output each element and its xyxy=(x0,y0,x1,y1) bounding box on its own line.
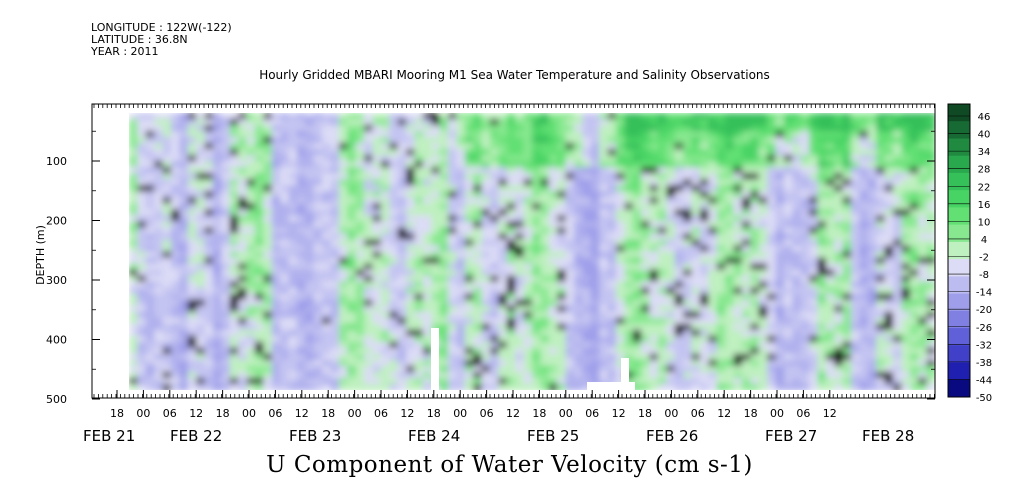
x-tick-label: 00 xyxy=(348,407,362,420)
x-tick-label: 18 xyxy=(321,407,335,420)
colorbar-swatch xyxy=(948,379,970,398)
y-tick-label: 100 xyxy=(46,155,67,168)
latitude-text: LATITUDE : 36.8N xyxy=(91,33,188,46)
colorbar-swatch xyxy=(948,276,970,295)
colorbar-swatch xyxy=(948,138,970,157)
x-day-label: FEB 28 xyxy=(862,427,914,445)
colorbar-swatch xyxy=(948,310,970,329)
colorbar-swatch xyxy=(948,121,970,139)
chart-title: Hourly Gridded MBARI Mooring M1 Sea Wate… xyxy=(259,68,770,82)
x-tick-label: 18 xyxy=(216,407,230,420)
x-tick-label: 00 xyxy=(453,407,467,420)
x-day-label: FEB 24 xyxy=(408,427,460,445)
x-tick-label: 18 xyxy=(638,407,652,420)
y-tick-label: 400 xyxy=(46,334,67,347)
x-tick-label: 12 xyxy=(717,407,731,420)
x-tick-label: 12 xyxy=(506,407,520,420)
x-tick-label: 06 xyxy=(691,407,705,420)
colorbar-swatch xyxy=(948,362,970,381)
colorbar-label: -26 xyxy=(976,323,992,334)
missing-data-gap xyxy=(621,358,629,390)
x-tick-label: 00 xyxy=(770,407,784,420)
missing-data-gap xyxy=(431,328,439,390)
x-tick-label: 12 xyxy=(295,407,309,420)
x-day-label: FEB 27 xyxy=(765,427,817,445)
colorbar-label: -8 xyxy=(979,270,989,281)
x-tick-label: 18 xyxy=(427,407,441,420)
colorbar-swatch xyxy=(948,104,970,122)
colorbar-label: 34 xyxy=(978,147,991,158)
station-metadata: LONGITUDE : 122W(-122) LATITUDE : 36.8N … xyxy=(91,22,232,58)
year-text: YEAR : 2011 xyxy=(91,45,159,58)
x-tick-label: 06 xyxy=(374,407,388,420)
colorbar-swatch xyxy=(948,155,970,174)
y-tick-label: 300 xyxy=(46,274,67,287)
colorbar-swatch xyxy=(948,328,970,346)
x-tick-label: 06 xyxy=(480,407,494,420)
x-tick-label: 12 xyxy=(189,407,203,420)
colorbar-label: 40 xyxy=(978,130,991,141)
y-tick-label: 200 xyxy=(46,215,67,228)
colorbar-swatch xyxy=(948,293,970,312)
x-day-label: FEB 25 xyxy=(527,427,579,445)
colorbar-label: -38 xyxy=(976,358,992,369)
colorbar-label: -2 xyxy=(979,253,989,264)
missing-data-gap xyxy=(587,382,635,390)
colorbar-swatch xyxy=(948,224,970,243)
x-tick-label: 00 xyxy=(664,407,678,420)
colorbar-label: 28 xyxy=(978,165,991,176)
x-tick-label: 12 xyxy=(400,407,414,420)
colorbar-swatch xyxy=(948,207,970,226)
longitude-text: LONGITUDE : 122W(-122) xyxy=(91,21,232,34)
variable-label: U Component of Water Velocity (cm s-1) xyxy=(266,452,753,478)
x-tick-label: 12 xyxy=(823,407,837,420)
x-tick-label: 00 xyxy=(559,407,573,420)
x-tick-label: 12 xyxy=(612,407,626,420)
x-tick-label: 00 xyxy=(136,407,150,420)
x-tick-label: 18 xyxy=(110,407,124,420)
x-tick-label: 18 xyxy=(744,407,758,420)
colorbar-label: -44 xyxy=(976,375,992,386)
x-day-label: FEB 23 xyxy=(289,427,341,445)
colorbar-label: -50 xyxy=(976,393,992,404)
x-tick-label: 18 xyxy=(532,407,546,420)
colorbar-swatch xyxy=(948,259,970,277)
colorbar-label: 22 xyxy=(978,182,991,193)
x-day-label: FEB 22 xyxy=(170,427,222,445)
colorbar-label: 16 xyxy=(978,200,991,211)
colorbar-label: 10 xyxy=(978,217,991,228)
colorbar-label: -20 xyxy=(976,305,992,316)
colorbar-swatch xyxy=(948,345,970,363)
colorbar-label: 46 xyxy=(978,112,991,123)
colorbar-label: -32 xyxy=(976,340,992,351)
x-tick-label: 06 xyxy=(796,407,810,420)
colorbar-label: 4 xyxy=(981,235,987,246)
y-tick-label: 500 xyxy=(46,393,67,406)
x-tick-label: 06 xyxy=(268,407,282,420)
x-day-label: FEB 26 xyxy=(646,427,698,445)
y-axis-label: DEPTH (m) xyxy=(34,225,47,285)
colorbar-swatch xyxy=(948,172,970,191)
colorbar-swatch xyxy=(948,190,970,208)
x-tick-label: 06 xyxy=(163,407,177,420)
x-tick-label: 06 xyxy=(585,407,599,420)
velocity-field xyxy=(129,113,935,390)
colorbar-label: -14 xyxy=(976,288,992,299)
x-tick-label: 00 xyxy=(242,407,256,420)
x-day-label: FEB 21 xyxy=(83,427,135,445)
colorbar-swatch xyxy=(948,241,970,260)
